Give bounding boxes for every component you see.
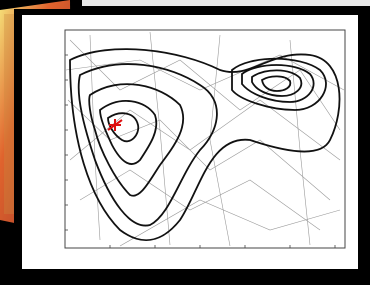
screenshot [0, 0, 370, 281]
frame-panel [22, 15, 358, 269]
top-frame-strip [82, 0, 370, 6]
page [0, 0, 370, 281]
